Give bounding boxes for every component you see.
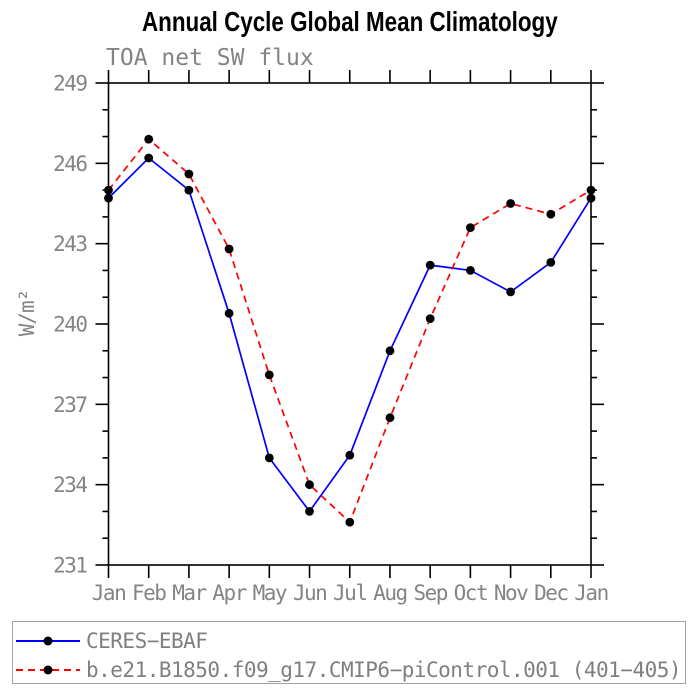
data-point-marker [305,507,314,516]
data-point-marker [184,185,194,195]
data-point-marker [305,480,314,490]
x-tick-label: Jan [92,581,125,605]
x-tick-label: Aug [373,581,406,605]
series-markers-1 [104,134,596,527]
x-tick-label: Oct [454,581,487,605]
x-tick-label: Apr [212,581,246,605]
series-markers-0 [104,153,596,516]
y-tick-label: 249 [53,72,87,96]
data-point-marker [466,266,475,275]
data-point-marker [104,193,113,203]
data-point-marker [345,517,355,527]
chart-title-text: Annual Cycle Global Mean Climatology [142,6,558,37]
x-tick-label: Sep [413,581,447,605]
data-point-marker [506,287,515,297]
x-tick-label: Jun [293,581,326,605]
data-point-marker [385,346,395,356]
data-point-marker [184,169,194,179]
x-tick-label: Jul [333,581,366,605]
x-tick-label: Nov [494,581,528,605]
data-point-marker [466,223,475,233]
data-point-marker [586,185,596,195]
y-tick-label: 234 [53,473,87,497]
y-tick-label: 237 [53,393,87,417]
data-point-marker [264,453,274,463]
legend-line-sample-ceres [16,636,80,646]
legend-sample-marker [43,636,53,646]
chart-title: Annual Cycle Global Mean Climatology [0,6,700,38]
legend-entry-model: b.e21.B1850.f09_g17.CMIP6−piControl.001 … [15,658,682,682]
legend-box: CERES−EBAF b.e21.B1850.f09_g17.CMIP6−piC… [12,621,686,684]
data-point-marker [425,260,435,270]
data-point-marker [506,199,515,208]
data-point-marker [224,244,234,254]
x-tick-label: May [253,581,287,605]
y-tick-label: 246 [53,152,87,176]
y-tick-label: 243 [53,232,87,256]
legend-label-model: b.e21.B1850.f09_g17.CMIP6−piControl.001 … [86,658,682,682]
x-axis-ticks [107,70,592,578]
y-tick-label: 231 [53,554,87,578]
legend-sample-marker [43,665,53,675]
data-point-marker [104,185,113,195]
legend-line-sample-model [16,665,80,675]
data-point-marker [345,450,355,460]
x-tick-label: Dec [534,581,567,605]
x-tick-label: Jan [574,581,607,605]
plot-frame [107,82,592,566]
data-point-marker [264,370,274,380]
data-point-marker [385,413,395,423]
data-point-marker [546,258,556,267]
y-axis-ticks [95,82,604,566]
data-point-marker [144,134,154,144]
series-line-1 [107,137,592,524]
legend-entry-ceres: CERES−EBAF [15,629,208,653]
x-tick-label: Feb [132,581,166,605]
y-tick-label: 240 [53,313,87,337]
data-point-marker [546,209,556,219]
chart-subtitle: TOA net SW flux [106,45,314,71]
data-point-marker [425,314,435,323]
legend-label-ceres: CERES−EBAF [86,629,208,653]
data-point-marker [586,193,596,203]
y-tick-labels: 249 246 243 240 237 234 231 [53,72,89,578]
x-tick-label: Mar [172,581,206,605]
data-point-marker [144,153,154,163]
data-point-marker [224,308,234,318]
x-tick-labels: Jan Feb Mar Apr May Jun Jul Aug Sep Oct Nov Dec Jan [92,581,609,605]
